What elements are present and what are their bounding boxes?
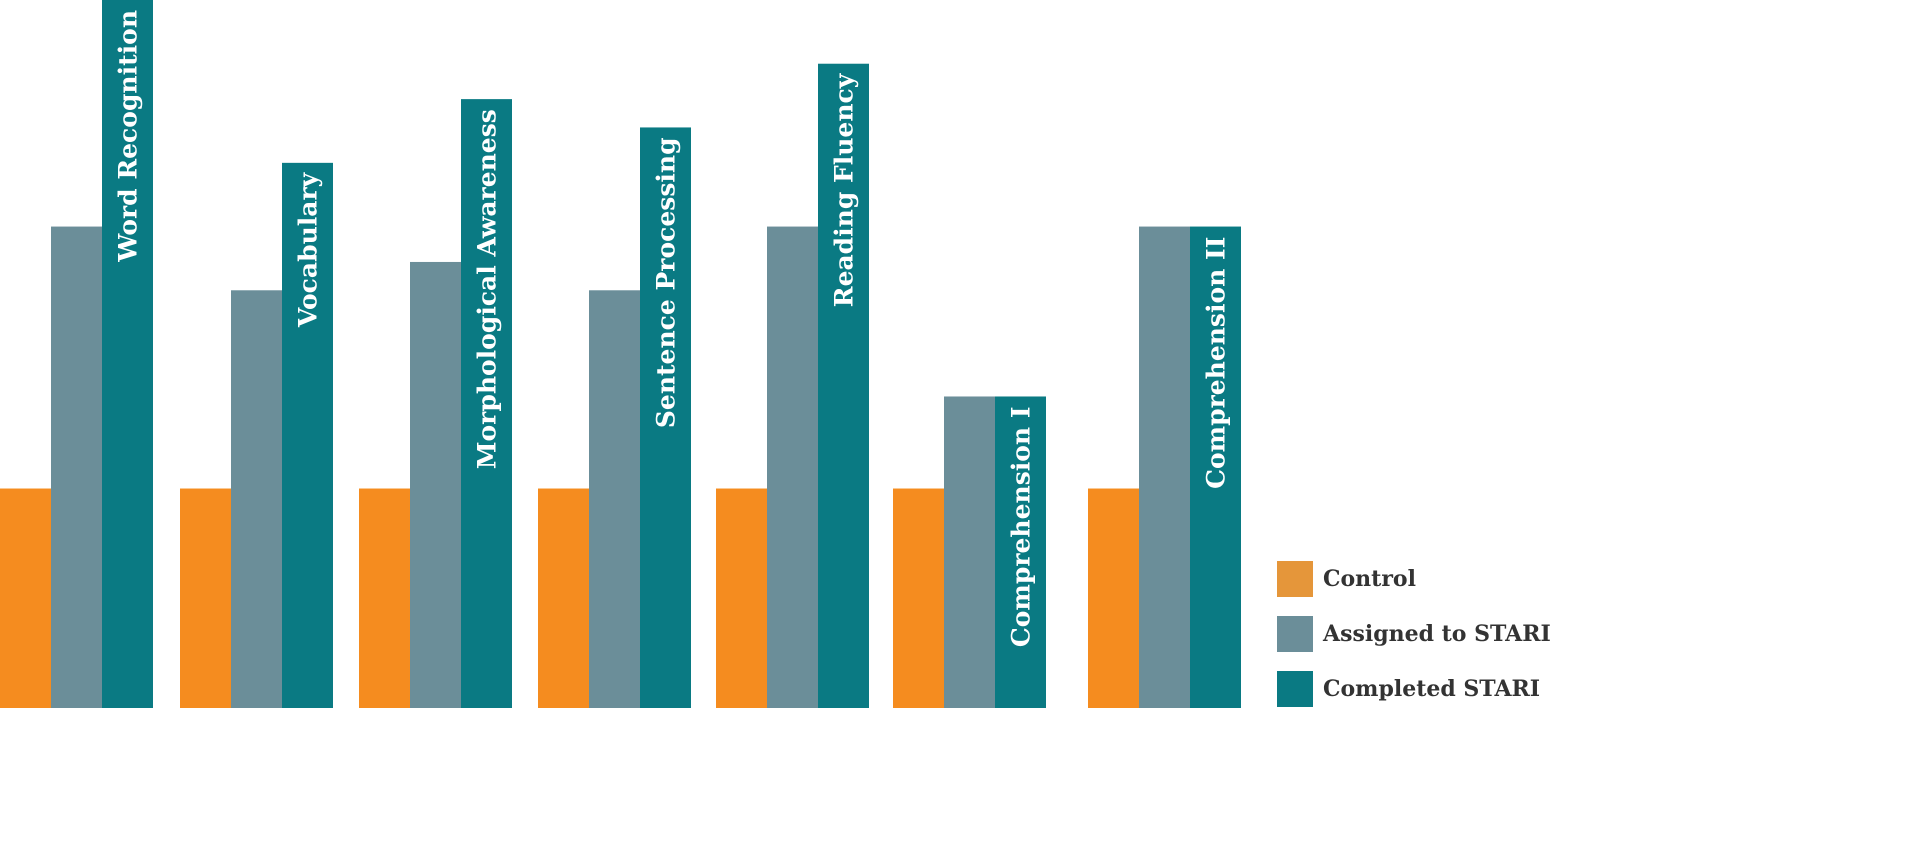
bar-completed [282, 162, 333, 709]
bar-control [1088, 488, 1139, 708]
bar-assigned [410, 261, 461, 708]
legend-label: Completed STARI [1323, 676, 1541, 702]
bar-completed [1190, 226, 1241, 708]
legend-label: Control [1323, 566, 1416, 592]
bar-completed [818, 63, 869, 709]
legend-swatch-control [1277, 561, 1313, 597]
bar-assigned [589, 290, 640, 708]
bar-completed [102, 0, 153, 708]
bar-control [359, 488, 410, 708]
legend-swatch-completed [1277, 671, 1313, 707]
bar-control [893, 488, 944, 708]
bar-assigned [1139, 226, 1190, 708]
category-label: Comprehension II [1202, 237, 1231, 489]
bar-assigned [944, 396, 995, 708]
bar-completed [640, 127, 691, 708]
category-label: Vocabulary [294, 171, 323, 328]
category-label: Sentence Processing [652, 137, 681, 428]
bar-control [716, 488, 767, 708]
legend: Control Assigned to STARI Completed STAR… [1277, 561, 1551, 726]
category-label: Word Recognition [114, 10, 143, 263]
bar-control [180, 488, 231, 708]
legend-item-control: Control [1277, 561, 1551, 597]
bar-assigned [231, 290, 282, 708]
legend-swatch-assigned [1277, 616, 1313, 652]
bar-control [0, 488, 51, 708]
category-label: Comprehension I [1007, 406, 1036, 647]
bar-completed [461, 99, 512, 709]
bar-chart: Word Recognition Vocabulary Morphological … [0, 0, 1241, 709]
category-label: Reading Fluency [830, 72, 859, 307]
bar-control [538, 488, 589, 708]
bar-completed [995, 396, 1046, 708]
category-label: Morphological Awareness [473, 109, 502, 469]
legend-item-completed: Completed STARI [1277, 671, 1551, 707]
bar-assigned [767, 226, 818, 708]
legend-item-assigned: Assigned to STARI [1277, 616, 1551, 652]
legend-label: Assigned to STARI [1323, 621, 1551, 647]
bar-assigned [51, 226, 102, 708]
